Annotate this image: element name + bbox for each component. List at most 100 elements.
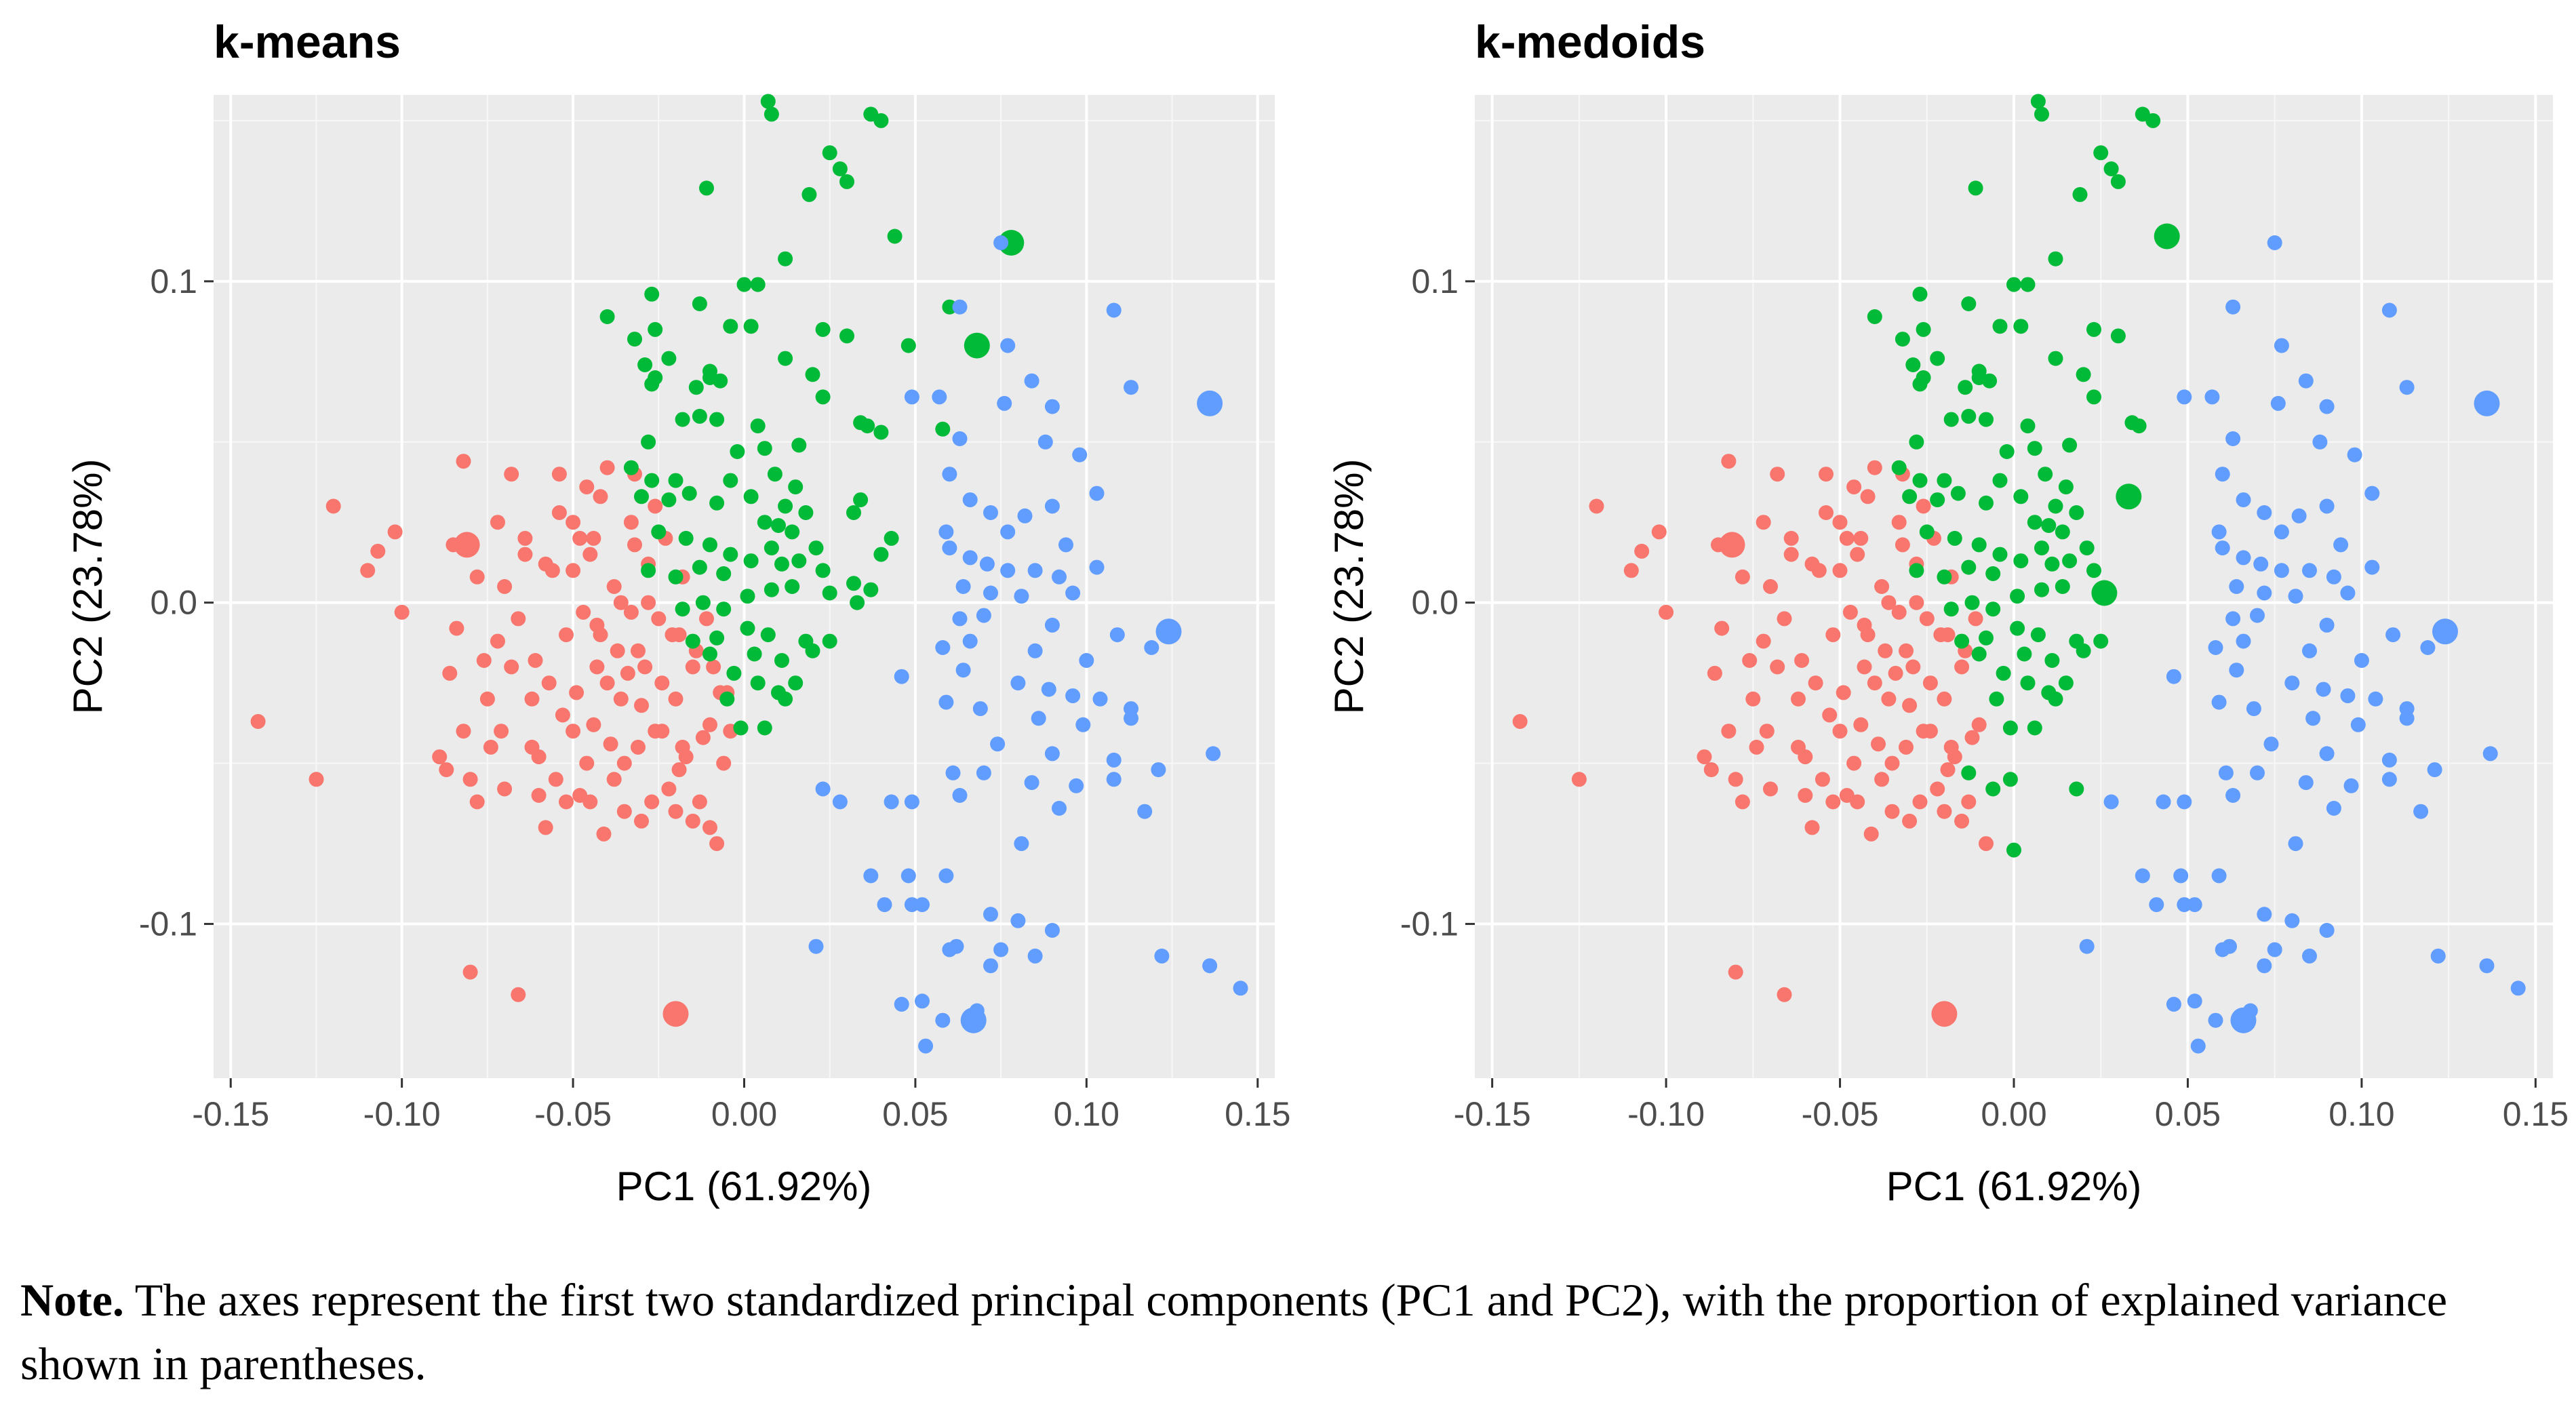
- data-point-cluster-1: [1825, 627, 1841, 643]
- data-point-cluster-1: [1933, 627, 1949, 643]
- data-point-cluster-1: [1794, 653, 1810, 668]
- data-point-cluster-1: [250, 714, 266, 729]
- data-point-cluster-2: [695, 595, 711, 610]
- data-point-cluster-2: [2093, 633, 2109, 649]
- data-point-cluster-1: [1954, 659, 1970, 675]
- data-point-cluster-1: [1968, 611, 1983, 627]
- data-point-cluster-2: [815, 321, 831, 337]
- data-point-cluster-1: [566, 724, 581, 739]
- data-point-cluster-1: [599, 675, 615, 691]
- x-tick-label: 0.00: [711, 1095, 777, 1133]
- data-point-cluster-2: [2030, 94, 2046, 109]
- data-point-cluster-2: [822, 633, 837, 649]
- data-point-cluster-1: [1899, 739, 1914, 755]
- data-point-cluster-1: [613, 595, 629, 610]
- data-point-cluster-1: [1964, 730, 1980, 745]
- data-point-cluster-2: [644, 473, 660, 488]
- data-point-cluster-1: [1756, 633, 1771, 649]
- data-point-cluster-2: [2002, 720, 2018, 736]
- data-point-cluster-2: [774, 653, 789, 668]
- cluster-center-2: [2091, 580, 2118, 606]
- data-point-cluster-3: [2319, 923, 2335, 938]
- data-point-cluster-1: [1759, 724, 1775, 739]
- data-point-cluster-3: [935, 640, 951, 655]
- data-point-cluster-3: [993, 235, 1009, 250]
- data-point-cluster-3: [2156, 794, 2171, 810]
- data-point-cluster-1: [325, 498, 341, 514]
- data-point-cluster-1: [1777, 987, 1792, 1002]
- data-point-cluster-3: [2257, 505, 2272, 520]
- data-point-cluster-2: [750, 675, 766, 691]
- data-point-cluster-3: [1031, 711, 1046, 726]
- kmeans-panel: k-means -0.15 -0.10 -0.05 0.00 0.05 0.10 0.15 …: [65, 16, 1290, 1209]
- data-point-cluster-2: [2038, 467, 2053, 482]
- data-point-cluster-3: [2298, 775, 2314, 791]
- data-point-cluster-1: [483, 739, 498, 755]
- data-point-cluster-1: [1899, 643, 1914, 658]
- data-point-cluster-1: [387, 524, 403, 540]
- data-point-cluster-1: [1770, 659, 1785, 675]
- data-point-cluster-1: [497, 579, 513, 594]
- data-point-cluster-1: [1822, 707, 1838, 723]
- data-point-cluster-1: [439, 762, 454, 778]
- data-point-cluster-2: [1947, 530, 1962, 546]
- data-point-cluster-2: [692, 559, 707, 575]
- data-point-cluster-3: [2257, 907, 2272, 922]
- data-point-cluster-1: [1940, 762, 1956, 778]
- data-point-cluster-3: [1058, 537, 1073, 553]
- data-point-cluster-2: [2041, 518, 2057, 533]
- data-point-cluster-1: [1853, 530, 1869, 546]
- data-point-cluster-1: [716, 755, 732, 771]
- data-point-cluster-1: [1763, 781, 1778, 797]
- data-point-cluster-3: [2103, 794, 2119, 810]
- data-point-cluster-2: [1930, 492, 1945, 508]
- data-point-cluster-3: [2319, 617, 2335, 633]
- data-point-cluster-2: [1971, 646, 1987, 662]
- data-point-cluster-3: [894, 669, 909, 684]
- data-point-cluster-3: [2319, 399, 2335, 414]
- data-point-cluster-3: [972, 701, 988, 717]
- data-point-cluster-1: [631, 643, 646, 658]
- data-point-cluster-1: [579, 479, 595, 495]
- data-point-cluster-3: [1069, 778, 1084, 793]
- data-point-cluster-3: [2236, 492, 2251, 508]
- data-point-cluster-3: [2302, 643, 2317, 658]
- data-point-cluster-1: [1971, 717, 1987, 732]
- data-point-cluster-2: [736, 277, 752, 292]
- data-point-cluster-3: [1089, 486, 1105, 501]
- data-point-cluster-1: [654, 724, 670, 739]
- data-point-cluster-2: [740, 620, 755, 636]
- data-point-cluster-2: [808, 540, 824, 556]
- data-point-cluster-2: [1961, 765, 1977, 780]
- data-point-cluster-1: [668, 804, 683, 819]
- data-point-cluster-3: [2364, 559, 2380, 575]
- data-point-cluster-3: [918, 1038, 934, 1054]
- data-point-cluster-1: [1937, 691, 1952, 707]
- data-point-cluster-1: [1867, 675, 1882, 691]
- data-point-cluster-2: [884, 530, 899, 546]
- data-point-cluster-2: [1964, 595, 1980, 610]
- data-point-cluster-2: [730, 444, 745, 459]
- data-point-cluster-3: [900, 868, 916, 884]
- data-point-cluster-3: [1106, 302, 1122, 318]
- data-point-cluster-1: [517, 530, 533, 546]
- y-tick-label: -0.1: [1400, 905, 1459, 943]
- data-point-cluster-2: [2086, 321, 2101, 337]
- y-axis-label: PC2 (23.78%): [65, 459, 111, 715]
- data-point-cluster-1: [1697, 749, 1712, 765]
- data-point-cluster-3: [938, 524, 954, 540]
- data-point-cluster-2: [723, 319, 738, 334]
- data-point-cluster-1: [1919, 611, 1935, 627]
- data-point-cluster-2: [681, 486, 697, 501]
- data-point-cluster-3: [1137, 804, 1153, 819]
- data-point-cluster-2: [668, 473, 683, 488]
- data-point-cluster-3: [1010, 675, 1026, 691]
- data-point-cluster-2: [661, 492, 677, 508]
- data-point-cluster-1: [709, 836, 725, 852]
- data-point-cluster-2: [723, 473, 738, 488]
- data-point-cluster-1: [504, 659, 519, 675]
- data-point-cluster-2: [1950, 486, 1966, 501]
- data-point-cluster-1: [671, 762, 687, 778]
- data-point-cluster-1: [576, 604, 591, 620]
- data-point-cluster-1: [524, 691, 540, 707]
